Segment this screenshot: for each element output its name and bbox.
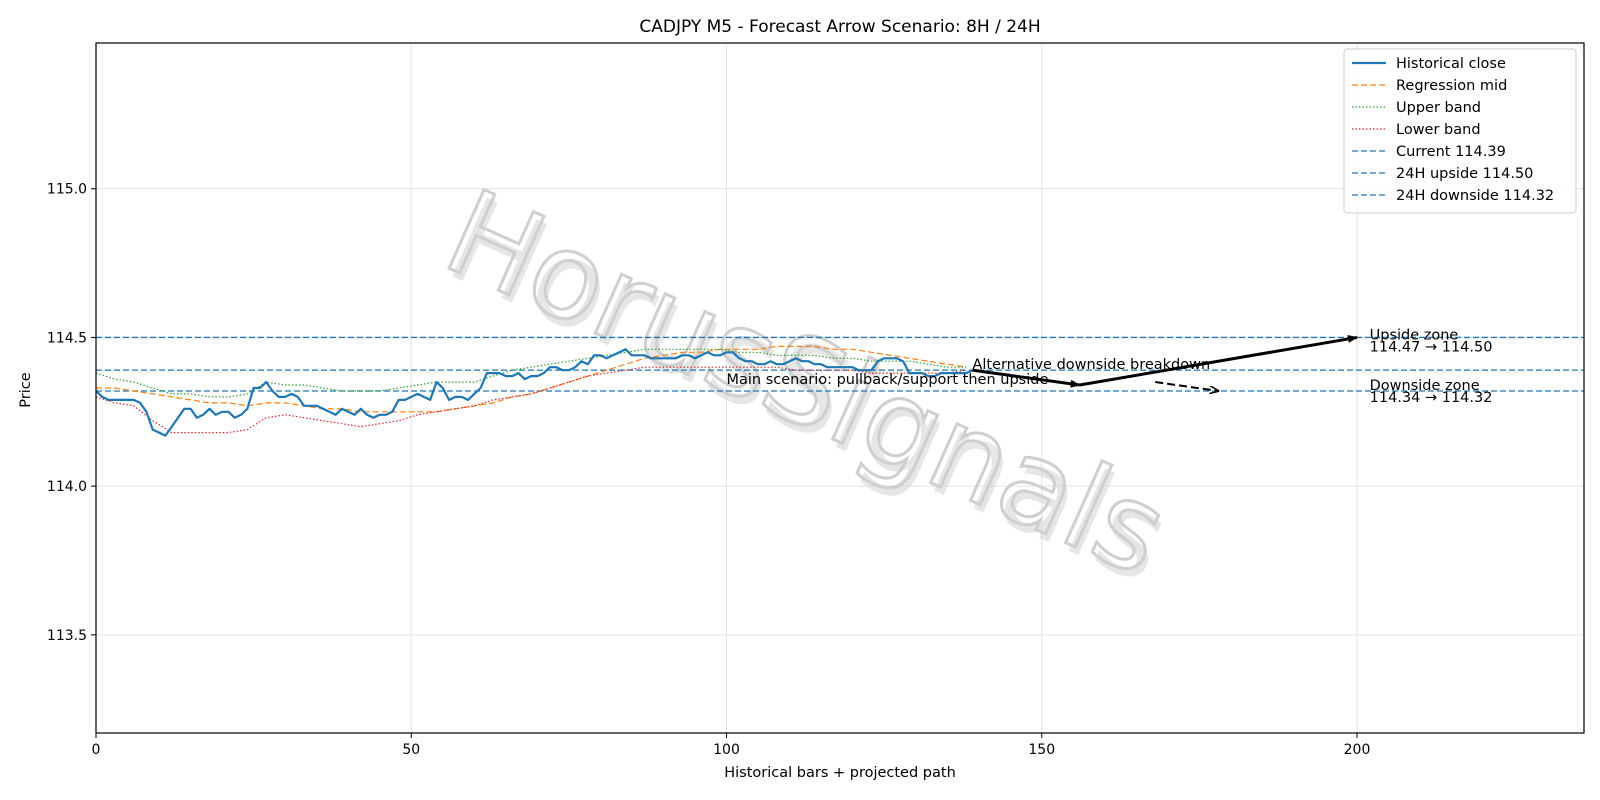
series-historical-close (96, 348, 973, 437)
plot-frame (95, 42, 1585, 734)
legend-box (1343, 48, 1577, 214)
y-axis-ticks: 113.5 114.0 114.5 115.0 (47, 182, 96, 644)
chart-title: CADJPY M5 - Forecast Arrow Scenario: 8H … (639, 17, 1040, 37)
annotation-text: Alternative downside breakdown (972, 357, 1210, 373)
annotation-text: Main scenario: pullback/support then ups… (727, 372, 1049, 388)
x-axis-ticks: 0 50 100 150 200 (92, 733, 1371, 758)
x-tick-label: 200 (1344, 742, 1371, 758)
annotation-text: 114.34 → 114.32 (1370, 390, 1493, 406)
forecast-arrow (1155, 381, 1218, 391)
y-tick-label: 114.0 (47, 479, 87, 495)
annotation-text: 114.47 → 114.50 (1370, 339, 1493, 355)
forecast-arrow (972, 368, 1081, 388)
series-upper-band (96, 348, 967, 398)
annotations: Main scenario: pullback/support then ups… (727, 327, 1493, 405)
legend-entry: Regression mid (1396, 78, 1507, 94)
series-lines (96, 345, 973, 437)
legend-entry: Upper band (1396, 100, 1481, 116)
x-tick-label: 100 (713, 742, 740, 758)
legend-entry: Current 114.39 (1396, 144, 1506, 160)
legend: Historical close Regression mid Upper band… (1343, 48, 1577, 214)
legend-entry: Lower band (1396, 122, 1481, 138)
y-axis-label: Price (18, 372, 34, 407)
grid (95, 43, 1584, 733)
y-tick-label: 115.0 (47, 182, 87, 198)
annotation-text: Upside zone (1370, 327, 1459, 343)
series-lower-band (96, 366, 967, 434)
y-tick-label: 113.5 (47, 628, 87, 644)
forecast-arrow (1079, 335, 1359, 387)
y-tick-label: 114.5 (47, 330, 87, 346)
x-axis-label: Historical bars + projected path (724, 765, 956, 781)
annotation-text: Downside zone (1370, 378, 1480, 394)
legend-entry: Historical close (1396, 56, 1506, 72)
legend-entry: 24H downside 114.32 (1396, 188, 1554, 204)
forecast-arrows (972, 335, 1359, 391)
x-tick-label: 150 (1028, 742, 1055, 758)
x-tick-label: 50 (402, 742, 420, 758)
x-tick-label: 0 (92, 742, 101, 758)
series-regression-mid (96, 345, 967, 413)
legend-entry: 24H upside 114.50 (1396, 166, 1533, 182)
